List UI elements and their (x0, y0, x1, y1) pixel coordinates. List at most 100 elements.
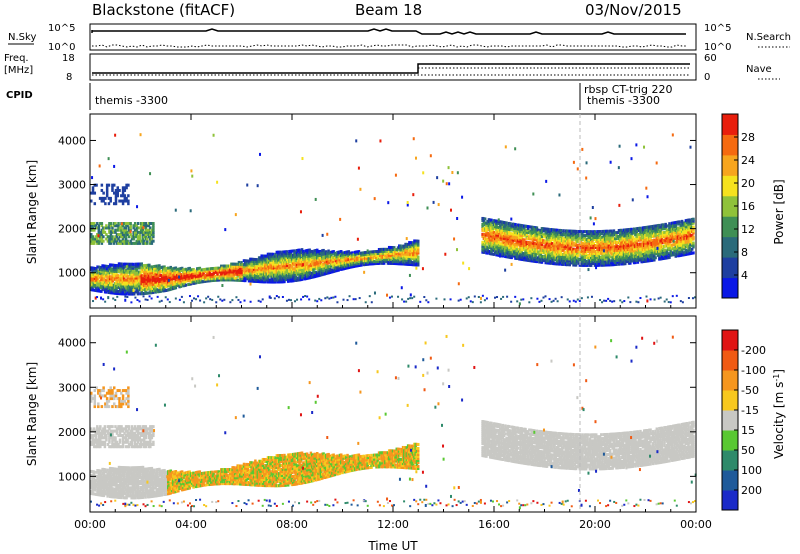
echo-cell (204, 269, 208, 273)
echo-cell (292, 253, 295, 257)
echo-cell (115, 283, 118, 287)
echo-cell (336, 262, 339, 266)
echo-cell (158, 268, 161, 272)
echo-cell (319, 263, 323, 267)
echo-cell (298, 268, 301, 272)
echo-cell (297, 248, 300, 252)
echo-cell (180, 266, 184, 270)
echo-cell (144, 283, 147, 287)
echo-cell (389, 255, 392, 259)
echo-cell (246, 275, 250, 279)
echo-cell (96, 269, 99, 273)
echo-cell (348, 261, 352, 265)
echo-cell (332, 263, 335, 267)
echo-cell (187, 271, 190, 275)
echo-cell (129, 280, 132, 284)
echo-cell (334, 257, 338, 261)
echo-cell (357, 254, 361, 258)
echo-cell (91, 272, 94, 276)
echo-cell (362, 259, 366, 263)
echo-cell (169, 267, 173, 271)
echo-cell (146, 277, 150, 281)
echo-cell (120, 272, 123, 276)
echo-cell (307, 252, 310, 256)
echo-cell (274, 274, 277, 278)
echo-cell (294, 257, 298, 261)
echo-cell (275, 276, 279, 280)
echo-cell (120, 278, 123, 282)
echo-cell (231, 276, 234, 280)
echo-cell (288, 253, 291, 257)
echo-cell (120, 264, 123, 268)
echo-cell (247, 271, 251, 275)
echo-cell (251, 259, 255, 263)
echo-cell (198, 270, 202, 274)
echo-cell (149, 289, 152, 293)
echo-cell (155, 282, 159, 286)
echo-cell (151, 271, 155, 275)
echo-cell (134, 286, 137, 290)
echo-cell (387, 251, 391, 255)
echo-cell (170, 283, 174, 287)
echo-cell (91, 288, 94, 292)
echo-cell (286, 263, 290, 267)
echo-cell (302, 249, 305, 253)
echo-cell (117, 270, 121, 274)
echo-cell (135, 262, 138, 266)
echo-cell (198, 274, 202, 278)
echo-cell (299, 268, 303, 272)
echo-cell (112, 267, 116, 271)
echo-cell (149, 275, 152, 279)
echo-cell (180, 278, 184, 282)
echo-cell (304, 253, 308, 257)
echo-cell (148, 285, 151, 289)
echo-cell (289, 267, 292, 271)
echo-cell (242, 263, 246, 267)
echo-cell (164, 269, 167, 273)
echo-cell (118, 188, 121, 192)
echo-cell (139, 272, 142, 276)
echo-cell (279, 256, 282, 260)
echo-cell (169, 277, 173, 281)
echo-cell (292, 279, 295, 283)
echo-cell (241, 265, 244, 269)
echo-cell (281, 278, 285, 282)
echo-cell (242, 279, 246, 283)
echo-cell (153, 265, 156, 269)
echo-cell (266, 264, 270, 268)
echo-cell (256, 280, 260, 284)
echo-cell (134, 282, 137, 286)
echo-cell (233, 268, 237, 272)
echo-cell (365, 250, 368, 254)
echo-cell (256, 262, 260, 266)
echo-cell (285, 260, 289, 264)
echo-cell (111, 188, 114, 192)
echo-cell (360, 259, 363, 263)
echo-cell (318, 265, 322, 269)
echo-cell (95, 281, 98, 285)
echo-cell (236, 266, 239, 270)
echo-cell (314, 274, 318, 278)
echo-cell (321, 271, 324, 275)
echo-cell (247, 277, 251, 281)
echo-cell (233, 278, 237, 282)
echo-cell (255, 273, 258, 277)
echo-cell (135, 290, 138, 294)
echo-cell (241, 278, 244, 282)
echo-cell (255, 268, 258, 272)
echo-cell (226, 264, 229, 268)
echo-cell (136, 282, 140, 286)
echo-cell (250, 267, 253, 271)
echo-cell (396, 260, 400, 264)
echo-cell (150, 271, 154, 275)
echo-cell (225, 266, 228, 270)
echo-cell (242, 267, 246, 271)
echo-cell (150, 291, 154, 295)
echo-cell (152, 222, 155, 226)
echo-cell (93, 280, 97, 284)
echo-cell (298, 256, 301, 260)
echo-cell (276, 274, 280, 278)
echo-cell (141, 288, 145, 292)
echo-cell (237, 270, 241, 274)
nave-label: Nave (746, 64, 772, 75)
